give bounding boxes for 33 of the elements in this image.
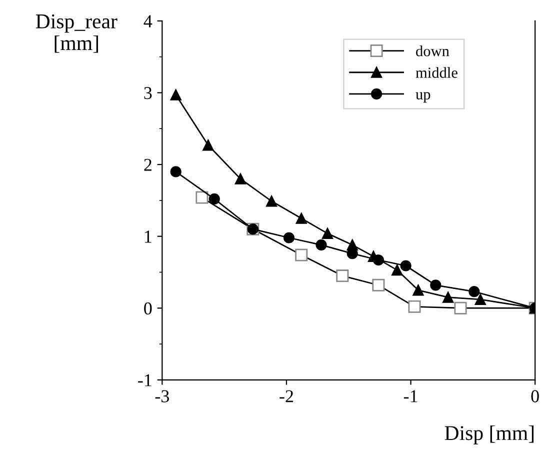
y-tick-label: 4	[144, 15, 152, 28]
point	[202, 140, 214, 151]
point	[430, 280, 442, 291]
point	[442, 292, 454, 303]
x-tick-label: -2	[280, 390, 293, 402]
point	[400, 260, 412, 272]
y-tick-label: 0	[144, 302, 152, 315]
legend-label: up	[416, 92, 430, 103]
point	[266, 196, 278, 207]
x-tick-label: 0	[531, 390, 539, 402]
point	[208, 193, 220, 205]
point	[170, 89, 182, 100]
point	[412, 284, 424, 296]
legend-label: down	[416, 46, 450, 56]
point	[234, 173, 246, 184]
x-tick-label: -1	[404, 390, 418, 402]
point	[468, 286, 480, 298]
y-tick-label: 3	[144, 87, 152, 100]
point	[283, 232, 295, 244]
point	[392, 264, 403, 276]
y-tick-label: -1	[138, 374, 152, 386]
point	[372, 254, 384, 266]
x-tick-label: -3	[155, 390, 169, 402]
legend-label: middle	[416, 67, 458, 78]
point	[170, 166, 182, 178]
point	[316, 239, 327, 250]
y-tick-label: 2	[144, 158, 152, 171]
y-tick-label: 1	[145, 230, 152, 243]
point	[322, 228, 334, 239]
point	[474, 294, 486, 306]
y-axis-title: Disp_rear [mm]	[36, 14, 118, 53]
x-axis-title: Disp [mm]	[444, 425, 534, 444]
point	[296, 212, 307, 224]
